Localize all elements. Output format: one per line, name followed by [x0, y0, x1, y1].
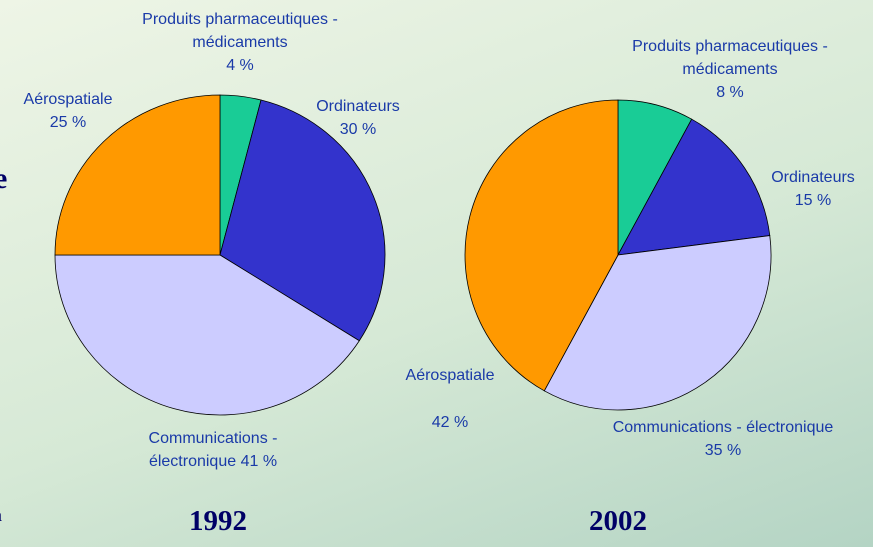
slice-label: Ordinateurs 30 % [308, 95, 408, 141]
value-label: 15 % [794, 192, 832, 209]
category-label: Produits pharmaceutiques - médicaments [632, 38, 828, 78]
pie-slice [543, 235, 772, 411]
slice-label: Produits pharmaceutiques - médicaments 4 … [140, 8, 340, 77]
value-label: 41 % [240, 453, 278, 470]
pie-slice [54, 94, 221, 256]
side-text: a [0, 505, 2, 526]
pie-slice [464, 99, 619, 392]
slice-label: Ordinateurs 15 % [758, 166, 868, 212]
pie-slice [219, 99, 386, 342]
slice-label: Aérospatiale 25 % [8, 88, 128, 134]
pie-slice [54, 254, 360, 416]
slice-label: Aérospatiale 42 % [380, 364, 520, 434]
pie-slice [617, 118, 771, 256]
value-label: 8 % [716, 84, 744, 101]
category-label: Produits pharmaceutiques - médicaments [142, 11, 338, 51]
category-label: Ordinateurs [771, 169, 855, 186]
value-label: 35 % [704, 442, 742, 459]
value-label: 30 % [339, 121, 377, 138]
category-label: Communications - électronique [612, 419, 834, 436]
category-label: Ordinateurs [316, 98, 400, 115]
value-label: 4 % [226, 57, 254, 74]
chart-title: 1992 [189, 505, 247, 537]
category-label: Aérospatiale [23, 91, 113, 108]
category-label: Aérospatiale [405, 367, 495, 384]
category-label: Communications - électronique [148, 430, 278, 470]
side-text: e [0, 162, 8, 195]
slice-label: Communications - électronique 35 % [573, 416, 873, 462]
value-label: 42 % [431, 414, 469, 431]
value-label: 25 % [49, 114, 87, 131]
slice-label: Produits pharmaceutiques - médicaments 8 … [605, 35, 855, 104]
slice-label: Communications - électronique 41 % [123, 427, 303, 473]
chart-title: 2002 [589, 505, 647, 537]
